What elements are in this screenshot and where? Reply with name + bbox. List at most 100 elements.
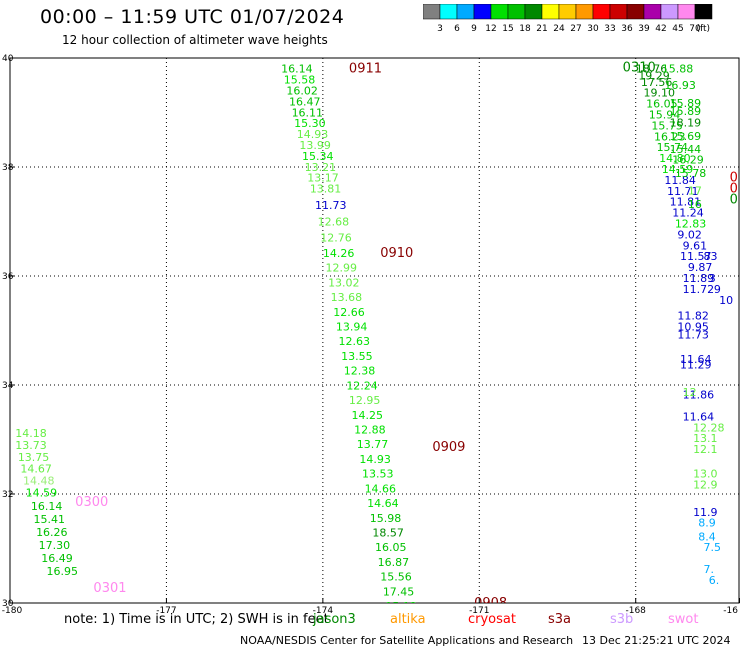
satellite-altika: altika [390,612,426,627]
x-tick-label: -177 [156,606,176,616]
wave-height-point: 7. [704,563,715,576]
satellite-s3b: s3b [610,612,634,627]
wave-height-point: 15.89 [670,105,702,118]
wave-height-point: 17.30 [39,539,71,552]
edge-label: 0 [730,193,738,208]
wave-height-point: 15.75 [651,119,683,132]
wave-height-point: 15.69 [670,130,702,143]
satellite-s3a: s3a [548,612,572,627]
wave-height-point: 12.1 [693,443,718,456]
wave-height-point: 12.83 [675,217,707,230]
colorbar-unit: (ft) [696,24,710,34]
wave-height-point: 11.71 [667,185,699,198]
wave-height-point: 13.77 [357,438,389,451]
wave-height-point: 13.55 [341,350,373,363]
wave-height-point: 13.21 [305,161,337,174]
wave-height-point: 6 [714,601,721,614]
wave-height-point: 15.78 [675,167,707,180]
wave-height-point: 18.76 [636,63,668,76]
wave-height-point: 15.41 [33,513,65,526]
y-tick-label: 34 [2,381,14,391]
wave-height-point: 16.02 [286,85,318,98]
wave-height-point: 13.0 [693,468,718,481]
x-tick-label: -174 [313,606,334,616]
time-label: 0908 [474,596,507,611]
wave-height-point: 11.82 [677,310,709,323]
chart-title: 00:00 – 11:59 UTC 01/07/2024 [40,6,345,28]
wave-height-point: 14.93 [359,453,391,466]
wave-height-point: 11.64 [683,410,715,423]
wave-height-point: 16.05 [646,98,678,111]
footer-timestamp: 13 Dec 21:25:21 UTC 2024 [582,634,731,647]
colorbar-label: 42 [655,24,666,34]
wave-height-point: 11.73 [315,199,347,212]
colorbar-label: 27 [570,24,581,34]
y-tick-label: 30 [2,599,14,609]
wave-height-point: 15.98 [370,512,402,525]
wave-height-point: 14.25 [352,409,384,422]
wave-height-point: 12.63 [339,335,371,348]
colorbar-label: 3 [437,24,443,34]
satellite-cryosat: cryosat [468,612,516,627]
wave-height-point: 15.44 [670,143,702,156]
wave-height-point: 13.17 [307,172,339,185]
colorbar-label: 39 [638,24,650,34]
wave-height-point: 11.9 [693,506,718,519]
wave-height-point: 13.53 [362,468,394,481]
wave-height-point: 12.38 [344,365,376,378]
wave-height-point: 12.68 [318,215,350,228]
data-points: 16.1415.5816.0216.4716.1115.3014.9313.99… [15,63,733,614]
wave-height-point: 15.89 [670,97,702,110]
satellite-legend: jason3 altika cryosat s3a s3b swot [0,612,740,630]
wave-height-point: 11.89 [683,272,715,285]
wave-height-point: 12.88 [354,424,386,437]
wave-height-point: 17.45 [383,585,415,598]
wave-height-point: 14.18 [15,427,47,440]
wave-height-point: 15.94 [649,108,681,121]
footer-credit: NOAA/NESDIS Center for Satellite Applica… [240,634,574,647]
wave-height-point: 16.14 [31,500,63,513]
wave-height-point: 9.61 [683,239,708,252]
wave-height-point: 14.26 [323,247,355,260]
wave-height-point: 14.59 [26,487,58,500]
wave-height-point: 15.74 [657,141,689,154]
wave-height-point: 11.84 [664,174,696,187]
satellite-jason3: jason3 [313,612,356,627]
wave-height-point: 13.99 [299,139,331,152]
wave-height-point: 16.49 [41,552,73,565]
wave-height-point: 13.73 [15,439,47,452]
wave-height-point: 15.58 [284,74,316,87]
colorbar-label: 18 [519,24,531,34]
edge-label: 0 [730,182,738,197]
wave-height-point: 13.81 [310,183,342,196]
y-tick-label: 38 [2,163,14,173]
wave-height-point: 13.75 [18,451,49,464]
colorbar-swatch [694,4,713,20]
wave-height-point: 18.57 [372,527,404,540]
wave-height-point: 7.5 [704,541,722,554]
time-label: 0911 [349,62,382,77]
wave-height-point: 16 [688,198,702,211]
colorbar-label: 12 [485,24,496,34]
wave-height-point: 10.95 [677,321,709,334]
y-tick-label: 40 [2,54,14,64]
x-tick-label: -16 [723,606,738,616]
time-label: 0301 [93,581,126,596]
wave-height-point: 12.66 [333,306,365,319]
wave-height-point: 16.29 [672,154,704,167]
colorbar-label: 45 [672,24,683,34]
wave-height-point: 13.68 [331,291,363,304]
wave-height-point: 15.56 [380,571,412,584]
wave-height-point: 15.88 [662,63,694,76]
wave-height-point: 8.4 [698,530,716,543]
wave-height-point: 14.67 [20,463,52,476]
chart-subtitle: 12 hour collection of altimeter wave hei… [62,33,328,47]
wave-height-point: 16.05 [375,541,407,554]
wave-height-point: 11.29 [680,359,712,372]
wave-height-point: 16.14 [281,63,313,76]
colorbar-label: 9 [471,24,477,34]
wave-height-point: 19.29 [638,69,670,82]
wave-height-point: 11.86 [683,389,715,402]
